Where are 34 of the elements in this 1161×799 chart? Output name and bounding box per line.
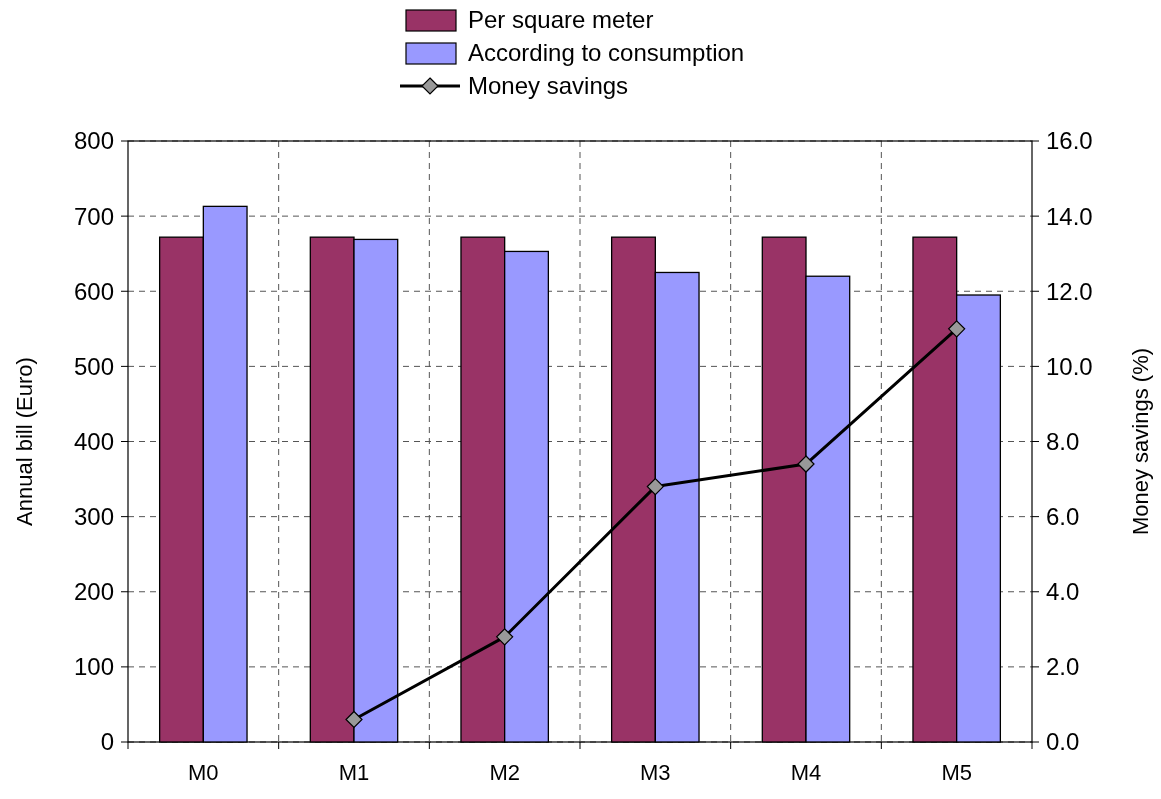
legend-label: According to consumption [468, 39, 745, 67]
y-tick-label: 500 [73, 352, 114, 380]
point [797, 455, 815, 473]
point [948, 320, 966, 338]
y2-axis-title: Money savings (%) [1128, 347, 1153, 536]
x-tick-label: M4 [790, 760, 822, 785]
point [345, 710, 363, 729]
y2-tick-label: 14.0 [1046, 202, 1093, 230]
x-tick-label: M3 [640, 760, 671, 785]
point [646, 477, 664, 496]
point [496, 628, 514, 646]
y-axis-title: Annual bill (Euro) [12, 357, 37, 526]
x-tick-label: M5 [941, 760, 972, 785]
legend-label: Per square meter [468, 6, 654, 34]
y-tick-label: 300 [73, 503, 114, 531]
x-tick-label: M1 [338, 760, 370, 785]
y-tick-label: 200 [73, 578, 114, 606]
y2-tick-label: 6.0 [1046, 503, 1080, 531]
y2-tick-label: 10.0 [1046, 352, 1093, 380]
y-tick-label: 0 [100, 728, 114, 756]
y2-tick-label: 4.0 [1046, 578, 1080, 606]
y2-tick-label: 16.0 [1046, 127, 1093, 155]
y-tick-label: 400 [73, 427, 114, 455]
y-tick-label: 600 [73, 277, 114, 305]
legend-label: Money savings [468, 72, 629, 100]
y2-tick-label: 2.0 [1046, 653, 1080, 681]
y-tick-label: 800 [73, 127, 114, 155]
y-tick-label: 700 [73, 202, 114, 230]
x-tick-label: M0 [188, 760, 219, 785]
x-tick-label: M2 [489, 760, 520, 785]
y-tick-label: 100 [73, 653, 114, 681]
y2-tick-label: 8.0 [1046, 427, 1080, 455]
y2-tick-label: 12.0 [1046, 277, 1093, 305]
y2-tick-label: 0.0 [1046, 728, 1080, 756]
